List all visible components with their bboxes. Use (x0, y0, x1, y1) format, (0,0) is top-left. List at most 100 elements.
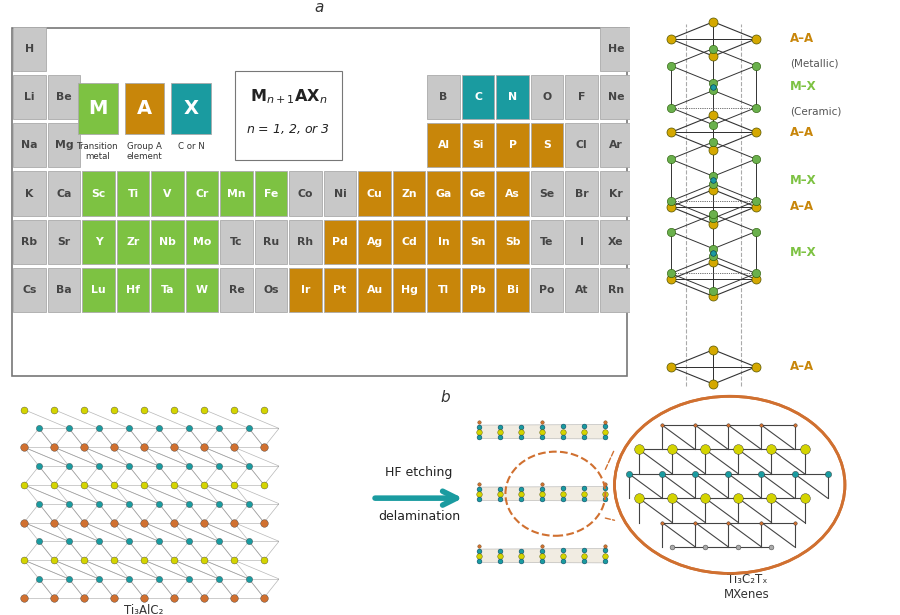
Bar (531, 220, 563, 264)
Text: A–A: A–A (790, 126, 815, 139)
Text: Re: Re (229, 285, 245, 295)
Text: Cu: Cu (366, 189, 382, 199)
Text: Mo: Mo (193, 237, 212, 247)
Bar (48, 75, 80, 119)
Text: Ta: Ta (161, 285, 175, 295)
Text: Ga: Ga (436, 189, 452, 199)
Text: (Ceramic): (Ceramic) (790, 106, 842, 116)
Bar (83, 172, 114, 216)
Text: Nb: Nb (159, 237, 176, 247)
Text: Sc: Sc (92, 189, 105, 199)
Bar (462, 220, 494, 264)
Text: Sb: Sb (505, 237, 520, 247)
Text: N: N (508, 92, 518, 102)
Text: Xe: Xe (608, 237, 624, 247)
Text: Ti: Ti (128, 189, 139, 199)
Text: M–X: M–X (790, 246, 817, 259)
Text: I: I (580, 237, 583, 247)
Bar (83, 268, 114, 312)
Bar (117, 268, 149, 312)
Text: Rb: Rb (22, 237, 38, 247)
Text: C: C (474, 92, 482, 102)
Text: $n$ = 1, 2, or 3: $n$ = 1, 2, or 3 (247, 122, 330, 137)
Text: Tc: Tc (230, 237, 243, 247)
Text: Ag: Ag (366, 237, 382, 247)
Text: Zn: Zn (401, 189, 417, 199)
Text: A–A: A–A (790, 33, 815, 46)
Bar (220, 268, 253, 312)
Bar (83, 220, 114, 264)
Text: Rh: Rh (298, 237, 313, 247)
Bar (14, 172, 46, 216)
Text: At: At (575, 285, 589, 295)
Text: Cr: Cr (195, 189, 209, 199)
Text: Mg: Mg (55, 140, 73, 150)
Bar (600, 220, 632, 264)
Text: Ti₃C₂Tₓ
MXenes: Ti₃C₂Tₓ MXenes (724, 573, 770, 601)
Text: Ge: Ge (470, 189, 486, 199)
Bar (48, 172, 80, 216)
Text: In: In (437, 237, 449, 247)
Bar (324, 268, 356, 312)
Text: P: P (508, 140, 517, 150)
Text: H: H (25, 44, 34, 54)
Text: A–A: A–A (790, 360, 815, 373)
Bar (124, 84, 164, 134)
Text: Hg: Hg (400, 285, 418, 295)
Bar (393, 268, 425, 312)
Bar (531, 123, 563, 167)
Text: Sr: Sr (58, 237, 70, 247)
Bar (600, 268, 632, 312)
Bar (324, 220, 356, 264)
Bar (117, 220, 149, 264)
Text: A: A (137, 100, 152, 119)
Text: b: b (441, 390, 450, 405)
FancyArrowPatch shape (375, 491, 456, 505)
Bar (151, 172, 184, 216)
Text: Pd: Pd (332, 237, 348, 247)
Text: Transition
metal: Transition metal (77, 142, 119, 161)
Text: Ar: Ar (609, 140, 623, 150)
Bar (531, 75, 563, 119)
Bar (290, 268, 321, 312)
Text: Na: Na (22, 140, 38, 150)
Text: A–A: A–A (790, 200, 815, 213)
Text: Fe: Fe (264, 189, 278, 199)
Bar (48, 123, 80, 167)
Bar (462, 172, 494, 216)
Text: Li: Li (24, 92, 35, 102)
Text: M–X: M–X (790, 173, 817, 186)
Bar (117, 172, 149, 216)
Text: Mn: Mn (227, 189, 246, 199)
Bar (324, 172, 356, 216)
Bar (393, 220, 425, 264)
Text: Tl: Tl (438, 285, 449, 295)
Text: W: W (196, 285, 208, 295)
Text: a: a (315, 0, 324, 15)
Text: Pt: Pt (334, 285, 346, 295)
Bar (151, 220, 184, 264)
Text: Zr: Zr (126, 237, 140, 247)
Bar (186, 172, 218, 216)
Bar (186, 268, 218, 312)
Bar (14, 75, 46, 119)
Text: Kr: Kr (609, 189, 623, 199)
Bar (186, 220, 218, 264)
Bar (600, 75, 632, 119)
Bar (565, 75, 598, 119)
Text: Ne: Ne (608, 92, 625, 102)
Bar (78, 84, 118, 134)
Text: Ir: Ir (301, 285, 310, 295)
Bar (497, 220, 528, 264)
Bar (462, 123, 494, 167)
Text: Y: Y (94, 237, 103, 247)
Bar (220, 220, 253, 264)
Text: Ru: Ru (263, 237, 279, 247)
Text: Group A
element: Group A element (127, 142, 162, 161)
Text: (Metallic): (Metallic) (790, 59, 839, 69)
Text: O: O (543, 92, 552, 102)
Bar (255, 172, 287, 216)
Text: K: K (25, 189, 33, 199)
Bar (497, 172, 528, 216)
Bar (358, 220, 391, 264)
